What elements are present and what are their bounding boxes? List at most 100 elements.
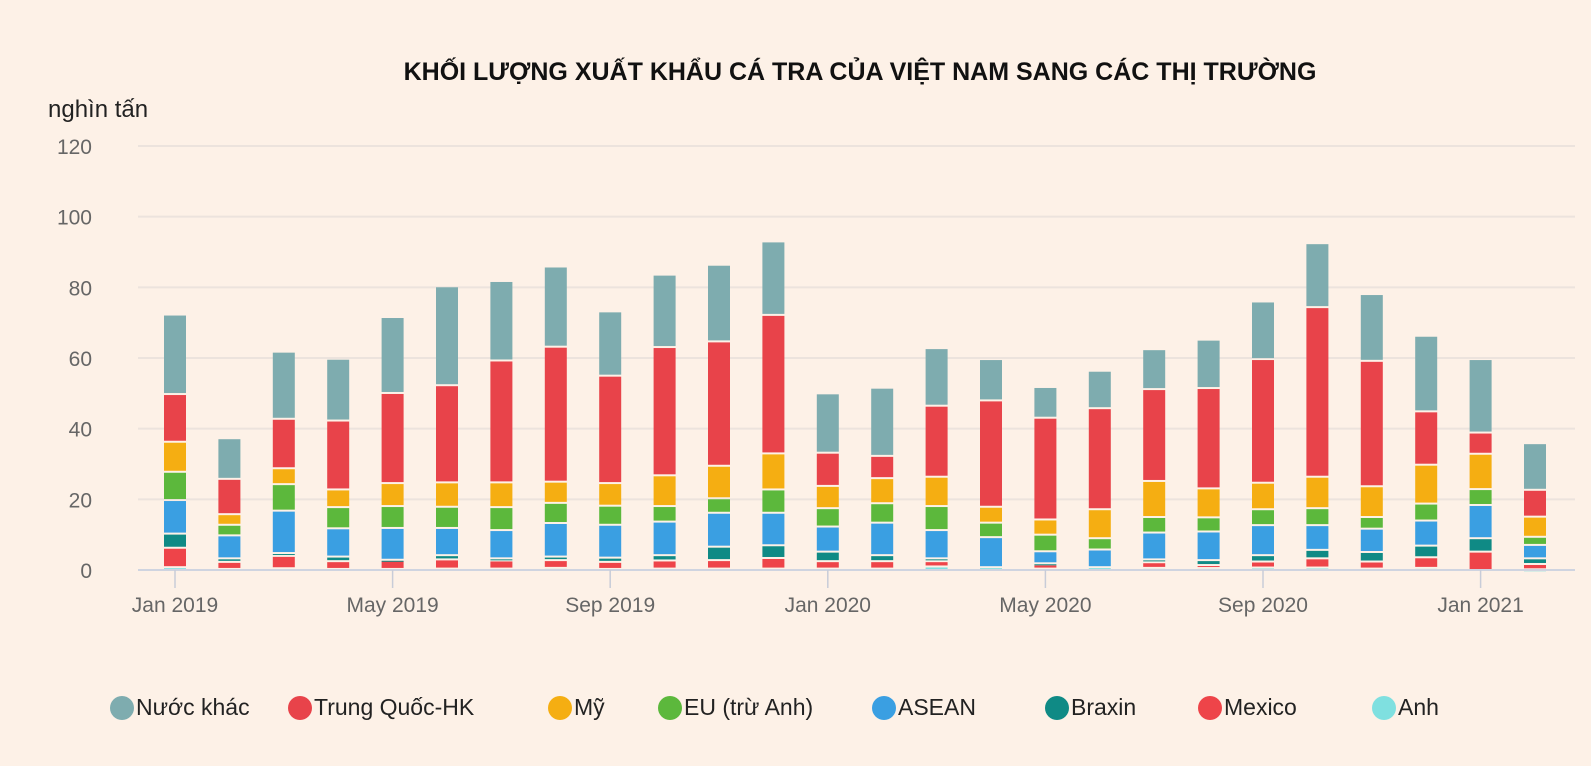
bar-segment-m- [436, 483, 458, 506]
bar-stack [871, 388, 894, 571]
bar-segment-eu-tr-anh- [980, 523, 1002, 537]
bar-segment-m- [1524, 517, 1546, 536]
bar-segment-trung-qu-c-hk [871, 456, 894, 478]
bar-segment-eu-tr-anh- [871, 504, 894, 522]
legend-swatch-icon [110, 695, 134, 720]
bar-segment-m- [164, 442, 186, 471]
bar-stack [980, 360, 1002, 570]
bar-segment-n-c-kh-c [1252, 302, 1274, 359]
bar-stack [653, 275, 676, 571]
bar-segment-eu-tr-anh- [1034, 535, 1057, 551]
legend-item: Mỹ [548, 694, 605, 721]
bar-segment-braxin [544, 557, 567, 560]
bar-stack [272, 352, 295, 571]
y-tick-label: 60 [69, 348, 92, 371]
bar-segment-m- [1415, 465, 1438, 503]
bar-segment-eu-tr-anh- [1524, 537, 1546, 544]
bar-segment-asean [436, 528, 458, 555]
bar-segment-mexico [436, 560, 458, 568]
bar-segment-mexico [1360, 562, 1383, 568]
legend-label: Trung Quốc-HK [314, 694, 475, 720]
bar-segment-n-c-kh-c [653, 275, 676, 347]
bar-segment-m- [708, 466, 730, 498]
bar-segment-trung-qu-c-hk [1360, 361, 1383, 486]
bar-segment-m- [1469, 454, 1492, 489]
bar-segment-trung-qu-c-hk [272, 419, 295, 468]
bar-segment-mexico [327, 562, 350, 568]
bar-segment-eu-tr-anh- [1143, 518, 1166, 532]
bar-segment-asean [1306, 526, 1329, 549]
bar-segment-braxin [653, 556, 676, 560]
bar-segment-trung-qu-c-hk [1088, 409, 1111, 509]
bar-segment-asean [272, 511, 295, 553]
bar-segment-n-c-kh-c [1088, 371, 1111, 408]
bar-segment-mexico [653, 561, 676, 568]
bar-segment-trung-qu-c-hk [708, 342, 730, 465]
legend-label: EU (trừ Anh) [684, 694, 814, 720]
legend-swatch-icon [1372, 695, 1396, 720]
bar-stack [1197, 340, 1220, 570]
bar-stack [1469, 360, 1492, 569]
bar-segment-anh [164, 568, 186, 570]
bar-stack [164, 315, 186, 570]
legend-swatch-icon [872, 695, 896, 720]
bar-segment-mexico [1415, 558, 1438, 567]
bar-segment-n-c-kh-c [980, 360, 1002, 400]
bar-segment-m- [490, 483, 513, 507]
bar-segment-braxin [1415, 546, 1438, 557]
legend-swatch-icon [1198, 695, 1222, 720]
bar-segment-n-c-kh-c [544, 267, 567, 346]
bar-segment-n-c-kh-c [1415, 336, 1438, 411]
bar-stack [1143, 350, 1166, 570]
legend-item: Mexico [1198, 694, 1297, 721]
bar-segment-eu-tr-anh- [164, 472, 186, 500]
x-tick-label: Jan 2020 [785, 594, 871, 617]
bar-segment-m- [816, 486, 839, 508]
bar-stack [708, 265, 730, 571]
bar-segment-trung-qu-c-hk [1469, 433, 1492, 453]
bar-segment-mexico [1252, 562, 1274, 567]
bar-stack [544, 267, 567, 570]
bar-segment-mexico [1469, 552, 1492, 569]
bar-segment-mexico [1524, 564, 1546, 569]
bar-segment-braxin [1306, 550, 1329, 558]
bar-stack [381, 318, 404, 571]
bar-segment-asean [1360, 529, 1383, 551]
bar-segment-asean [925, 531, 948, 558]
bar-segment-n-c-kh-c [816, 394, 839, 452]
x-tick-label: Sep 2019 [565, 594, 655, 617]
bar-segment-m- [1197, 489, 1220, 517]
legend-swatch-icon [548, 695, 572, 720]
bar-segment-trung-qu-c-hk [925, 406, 948, 476]
bar-segment-mexico [762, 558, 785, 568]
bar-segment-eu-tr-anh- [544, 503, 567, 523]
bar-segment-n-c-kh-c [272, 352, 295, 418]
y-tick-label: 120 [57, 136, 92, 159]
legend-label: Anh [1398, 694, 1439, 720]
bar-segment-n-c-kh-c [1360, 295, 1383, 360]
bar-segment-braxin [1360, 552, 1383, 561]
bar-segment-trung-qu-c-hk [762, 315, 785, 453]
bar-segment-eu-tr-anh- [816, 509, 839, 526]
bar-stack [436, 287, 458, 571]
x-axis: Jan 2019 May 2019 Sep 2019 Jan 2020 May 2020… [132, 569, 1575, 617]
bar-segment-eu-tr-anh- [436, 507, 458, 527]
legend-item: Braxin [1045, 694, 1136, 721]
bar-segment-mexico [381, 561, 404, 568]
bar-segment-eu-tr-anh- [218, 525, 241, 535]
bar-segment-trung-qu-c-hk [490, 361, 513, 482]
bar-segment-mexico [816, 562, 839, 568]
bar-segment-asean [653, 522, 676, 555]
bar-segment-mexico [1143, 563, 1166, 567]
bar-segment-m- [1306, 477, 1329, 508]
bar-stack [1524, 444, 1546, 572]
bar-segment-mexico [599, 562, 622, 568]
legend-item: Anh [1372, 694, 1439, 721]
bar-segment-trung-qu-c-hk [164, 395, 186, 441]
bar-segment-asean [490, 531, 513, 558]
y-tick-label: 40 [69, 419, 92, 442]
bars [164, 242, 1546, 572]
bar-segment-asean [164, 501, 186, 533]
y-axis-ticks: 0 20 40 60 80 100 120 [57, 136, 92, 583]
